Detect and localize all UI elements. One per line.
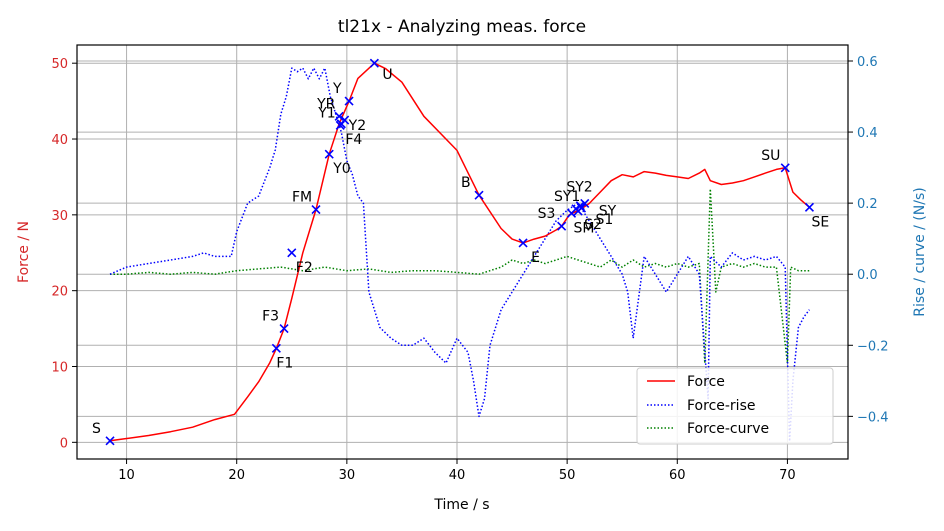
marker-cross [324,149,334,159]
marker-f3: F3 [262,309,289,334]
marker-label: S3 [538,206,556,222]
series-line-force [109,62,810,442]
marker-cross [334,111,344,121]
y-left-tick-label: 0 [60,436,68,451]
marker-su: SU [761,148,790,173]
legend-label-curve: Force-curve [687,421,769,437]
marker-label: E [531,250,540,266]
marker-label: F2 [296,260,313,276]
marker-yr: YR [316,96,344,121]
marker-label: F1 [276,355,293,371]
y-right-tick-label: −0.2 [857,339,889,354]
y-right-tick-label: 0.4 [857,126,878,141]
x-axis-label: Time / s [433,497,489,513]
series-line-force-curve [110,188,810,364]
marker-cross [576,203,587,213]
marker-e: E [518,238,540,266]
marker-f2: F2 [287,248,313,276]
x-tick-label: 40 [449,468,466,483]
marker-label: S [92,421,101,437]
marker-cross [804,202,815,212]
marker-f1: F1 [271,343,293,371]
marker-label: S2 [584,217,602,233]
chart-title: tl21x - Analyzing meas. force [338,17,586,37]
marker-label: Y1 [317,105,335,121]
legend-label-rise: Force-rise [687,398,755,414]
marker-label: Y0 [332,161,350,177]
y-right-tick-label: 0.6 [857,55,878,70]
legend-label-force: Force [687,374,725,390]
marker-cross [279,324,289,334]
marker-cross [369,58,379,68]
marker-label: SY1 [554,189,580,205]
marker-label: F3 [262,309,279,325]
marker-b: B [461,175,484,200]
y-axis-right-label: Rise / curve / (N/s) [912,187,928,316]
marker-label: SY [599,203,617,219]
plot-frame [76,44,849,460]
marker-s3: S3 [538,206,567,231]
x-tick-label: 10 [118,468,135,483]
marker-label: SY2 [566,180,592,196]
marker-label: S1 [595,212,613,228]
y-right-tick-label: 0.2 [857,197,878,212]
y-left-tick-label: 20 [51,285,68,300]
marker-cross [271,343,281,353]
marker-sy2: SY2 [566,180,593,211]
marker-cross [344,96,354,106]
legend: Force Force-rise Force-curve [636,367,834,445]
y-right-tick-label: 0.0 [857,268,878,283]
y-axis-left: 0 10 20 30 40 50 [51,57,77,451]
marker-cross [780,163,790,173]
y-axis-left-label: Force / N [16,221,32,283]
marker-cross [474,190,484,200]
marker-label: U [382,67,392,83]
marker-label: YR [316,96,336,112]
marker-y0: Y0 [324,149,351,177]
series-group [109,62,810,442]
marker-se: SE [804,202,829,230]
marker-label: B [461,175,471,191]
x-tick-label: 50 [559,468,576,483]
marker-cross [580,198,590,209]
marker-cross [518,238,528,248]
marker-cross [557,221,567,231]
marker-f4: F4 [336,119,362,148]
legend-box [636,367,834,445]
y-left-tick-label: 50 [51,57,68,72]
marker-cross [575,201,585,211]
marker-sy: SY [580,198,617,219]
x-tick-label: 60 [669,468,686,483]
marker-u: U [369,58,393,83]
x-tick-label: 70 [779,468,796,483]
y-axis-right: −0.4 −0.2 0.0 0.2 0.4 0.6 [848,55,889,425]
marker-s1: S1 [576,203,613,228]
y-right-tick-label: −0.4 [857,410,889,425]
marker-cross [311,204,321,215]
marker-cross [287,248,297,258]
marker-label: SE [811,214,829,230]
x-tick-label: 20 [228,468,245,483]
marker-label: FM [292,190,312,206]
y-left-tick-label: 40 [51,133,68,148]
marker-cross [105,436,115,446]
x-tick-label: 30 [339,468,356,483]
series-line-force-rise [109,67,810,442]
marker-s: S [92,421,115,446]
y-left-tick-label: 30 [51,209,68,224]
x-axis: 10 20 30 40 50 60 70 [118,459,796,483]
marker-label: Y2 [348,118,366,134]
marker-label: Y [332,81,342,97]
y-left-tick-label: 10 [51,360,68,375]
marker-label: SM [574,220,595,236]
marker-label: SU [761,148,780,164]
marker-fm: FM [292,190,321,215]
marker-label: F4 [345,132,362,148]
marker-cross [336,119,346,129]
marker-y: Y [332,81,354,106]
